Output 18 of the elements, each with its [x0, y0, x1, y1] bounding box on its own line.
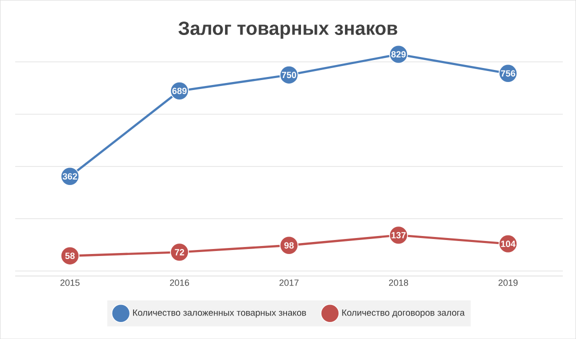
- data-label: 72: [174, 248, 184, 256]
- x-tick-label: 2017: [279, 279, 299, 286]
- chart-title: Залог товарных знаков: [178, 22, 398, 39]
- data-label: 137: [392, 232, 406, 238]
- data-label: 756: [500, 70, 516, 76]
- x-tick-label: 2015: [60, 279, 80, 286]
- legend-label: Количество заложенных товарных знаков: [133, 309, 306, 318]
- data-label: 58: [65, 252, 75, 259]
- data-label: 362: [62, 173, 78, 180]
- data-label: 829: [391, 51, 406, 58]
- data-label: 750: [282, 72, 296, 78]
- data-label: 689: [172, 88, 187, 94]
- x-tick-label: 2018: [389, 279, 408, 286]
- data-label: 104: [501, 240, 516, 247]
- x-tick-label: 2016: [170, 279, 190, 286]
- legend-label: Количество договоров залога: [342, 309, 465, 318]
- data-label: 98: [284, 242, 294, 248]
- x-tick-label: 2019: [498, 279, 518, 286]
